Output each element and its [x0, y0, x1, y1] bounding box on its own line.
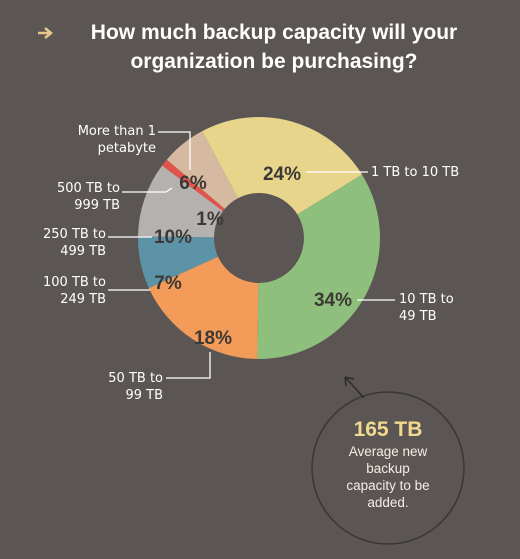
- slice-label: 50 TB to 99 TB: [108, 371, 163, 403]
- value-label: 10%: [153, 227, 193, 248]
- callout-text: Average new backup capacity to be added.: [346, 444, 430, 510]
- slice: [148, 256, 259, 359]
- callout-circle: [311, 391, 465, 545]
- callout-arrow: [344, 376, 365, 399]
- chart-title: How much backup capacity will your organ…: [90, 21, 458, 73]
- value-label: 1%: [196, 209, 224, 230]
- slice: [162, 159, 225, 212]
- slice-label: 10 TB to 49 TB: [399, 292, 454, 324]
- callout-value: 165 TB: [353, 418, 423, 441]
- slice-label: 250 TB to 499 TB: [43, 227, 106, 259]
- slice: [202, 116, 363, 215]
- slice-label: 1 TB to 10 TB: [371, 165, 460, 180]
- title-arrow: [38, 27, 53, 39]
- value-label: 34%: [313, 290, 353, 311]
- value-label: 6%: [179, 173, 207, 194]
- value-label: 7%: [154, 273, 182, 294]
- leader-line: [158, 131, 191, 170]
- slice: [138, 165, 223, 238]
- slice-label: More than 1 petabyte: [77, 124, 156, 156]
- slice-label: 500 TB to 999 TB: [57, 181, 120, 213]
- leader-line: [166, 352, 211, 379]
- slice: [138, 236, 219, 288]
- leader-line: [122, 187, 173, 193]
- slice-label: 100 TB to 249 TB: [43, 275, 106, 307]
- slice: [166, 131, 238, 209]
- slice: [257, 174, 380, 359]
- value-label: 18%: [193, 328, 233, 349]
- value-label: 24%: [262, 164, 302, 185]
